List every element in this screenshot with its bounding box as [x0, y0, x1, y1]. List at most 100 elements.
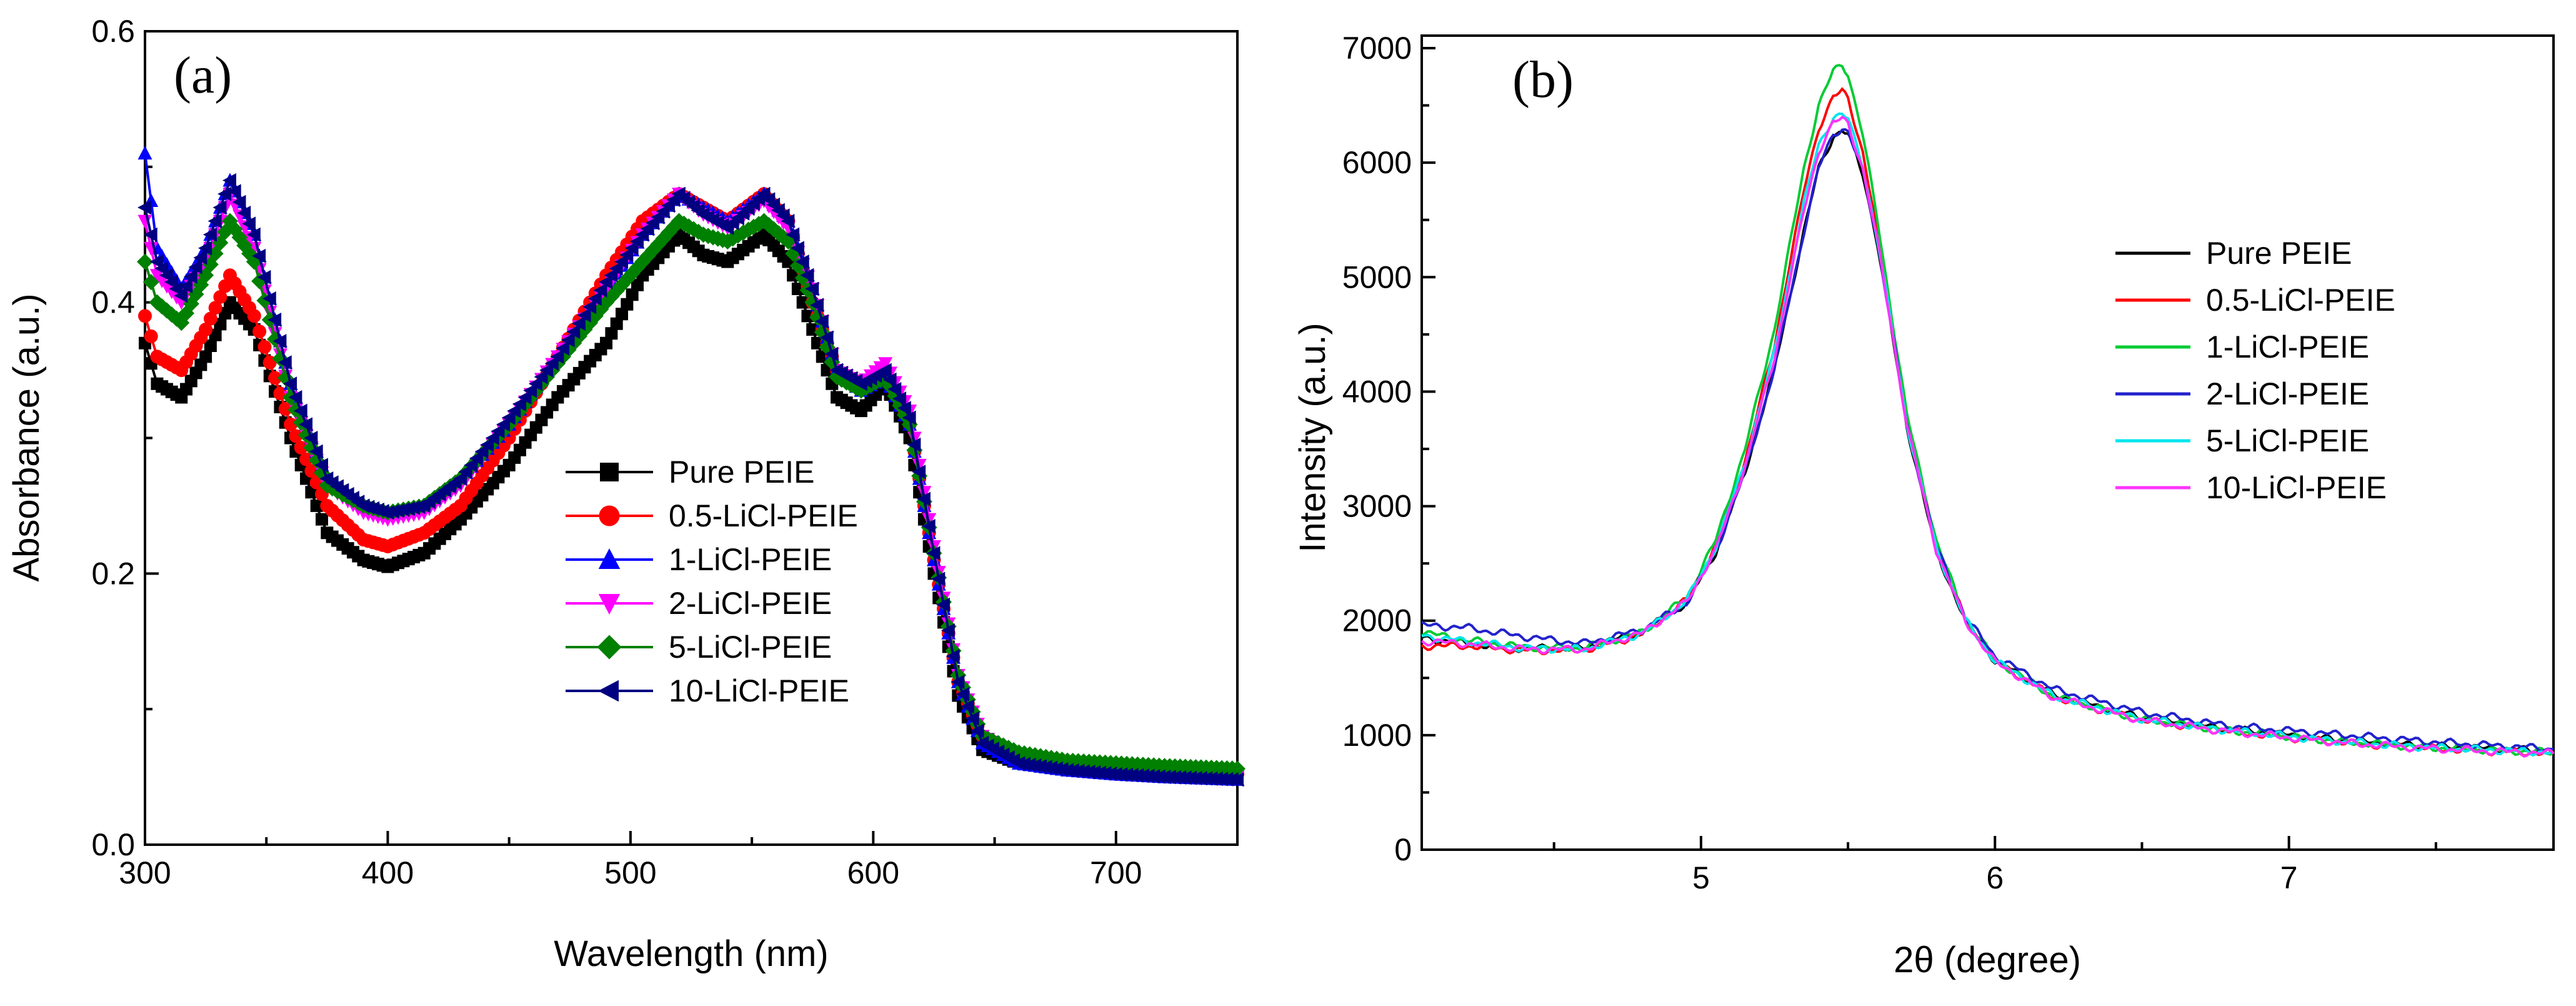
panel-a-data-point [304, 464, 319, 478]
panel-a-data-point [219, 307, 232, 320]
panel-a-data-point [824, 346, 839, 361]
panel-a-data-point [464, 458, 478, 473]
panel-a-data-point [214, 318, 227, 331]
panel-a-data-point [207, 214, 222, 229]
panel-b-y-tick-label: 1000 [1342, 718, 1412, 753]
panel-a-data-point [631, 278, 644, 291]
panel-a-data-point [902, 410, 916, 425]
panel-a-data-point [916, 491, 931, 506]
panel-b-series-line-0 [1421, 129, 2554, 755]
panel-a-data-point [485, 431, 499, 445]
panel-a-data-point [246, 227, 261, 242]
panel-a-data-point [164, 274, 178, 289]
panel-a-data-point [204, 340, 217, 353]
panel-a-data-point [452, 471, 467, 486]
panel-a-data-point [283, 376, 297, 391]
panel-b-y-tick-label: 3000 [1342, 489, 1412, 524]
panel-b-plot-frame [1420, 34, 2555, 851]
panel-a-legend-item: 10-LiCl-PEIE [566, 673, 849, 708]
panel-a-legend-marker [598, 594, 621, 615]
panel-a-data-point [202, 227, 217, 242]
panel-b-y-tick-label: 0 [1394, 832, 1412, 867]
panel-b-legend-item: 0.5-LiCl-PEIE [2115, 283, 2395, 318]
panel-a-data-point [316, 513, 329, 526]
panel-a-data-point [624, 241, 639, 256]
panel-a-data-point [882, 372, 897, 387]
panel-a-data-point [289, 429, 303, 443]
panel-b-legend-item: 10-LiCl-PEIE [2115, 470, 2387, 505]
panel-a-data-point [605, 327, 618, 340]
panel-a-x-axis-title: Wavelength (nm) [554, 933, 828, 974]
panel-a-data-point [458, 465, 472, 480]
panel-a-data-point [268, 371, 282, 385]
panel-a-data-point [501, 410, 516, 425]
panel-a-absorbance-chart: (a) Wavelength (nm) Absorbance (a.u.) 30… [6, 14, 1246, 974]
panel-a-y-axis-title: Absorbance (a.u.) [6, 293, 47, 581]
panel-a-data-point [877, 363, 892, 378]
panel-b-x-tick-label: 5 [1692, 860, 1710, 895]
panel-a-data-point [523, 383, 537, 398]
panel-a-legend: Pure PEIE 0.5-LiCl-PEIE 1-LiCl-PEIE 2-LiCl-… [566, 455, 858, 708]
panel-a-data-point [137, 200, 151, 215]
panel-b-x-tick-label: 6 [1986, 860, 2004, 895]
panel-a-label: (a) [174, 46, 232, 104]
panel-a-data-point [965, 711, 979, 726]
panel-a-data-point [786, 227, 800, 242]
panel-b-legend-item: 1-LiCl-PEIE [2115, 329, 2369, 365]
panel-a-data-point [305, 486, 318, 499]
panel-a-series-group [137, 146, 1246, 787]
panel-a-data-point [143, 227, 157, 242]
panel-a-data-point [277, 355, 292, 370]
panel-a-data-point [897, 401, 911, 416]
panel-a-data-point [278, 402, 292, 416]
panel-a-data-point [469, 451, 483, 466]
panel-a-data-point [960, 699, 974, 714]
panel-a-data-point [304, 431, 318, 445]
panel-a-data-point [781, 214, 795, 229]
panel-a-legend-marker [598, 548, 621, 569]
panel-b-intensity-chart: (b) 2θ (degree) Intensity (a.u.) 5 6 7 0 10… [1292, 31, 2555, 980]
panel-a-data-point [257, 269, 271, 284]
panel-a-data-point [582, 299, 597, 314]
panel-a-data-point [299, 417, 313, 432]
panel-a-data-point [209, 328, 222, 341]
panel-a-legend-label: 2-LiCl-PEIE [669, 586, 832, 621]
panel-a-data-point [941, 623, 955, 638]
panel-a-data-point [227, 184, 241, 199]
panel-a-data-point [796, 296, 809, 309]
panel-a-data-point [956, 687, 970, 702]
panel-a-data-point [213, 289, 227, 304]
panel-a-data-point [159, 268, 173, 283]
panel-a-y-tick-label: 0.6 [91, 14, 135, 49]
panel-a-data-point [144, 329, 158, 343]
panel-a-x-tick-label: 500 [604, 855, 656, 890]
panel-a-data-point [267, 313, 282, 328]
panel-a-data-point [593, 283, 607, 298]
panel-a-data-point [491, 424, 505, 439]
panel-a-data-point [262, 291, 276, 306]
panel-b-legend-label: 1-LiCl-PEIE [2206, 329, 2369, 365]
panel-a-legend-label: 0.5-LiCl-PEIE [669, 498, 858, 533]
panel-a-data-point [626, 288, 639, 301]
panel-a-data-point [284, 417, 298, 431]
panel-a-legend-marker [597, 635, 622, 660]
panel-b-legend-label: 0.5-LiCl-PEIE [2206, 283, 2395, 318]
panel-a-legend-item: 2-LiCl-PEIE [566, 586, 832, 621]
panel-a-data-point [203, 311, 217, 326]
panel-a-data-point [946, 649, 960, 664]
panel-a-data-point [604, 268, 618, 283]
panel-a-legend-item: 1-LiCl-PEIE [566, 542, 832, 577]
panel-a-data-point [887, 381, 902, 396]
panel-a-legend-marker [600, 463, 619, 481]
panel-a-data-point [208, 301, 222, 315]
panel-a-x-tick-label: 700 [1090, 855, 1142, 890]
panel-b-label: (b) [1512, 51, 1574, 109]
panel-a-data-point [193, 250, 207, 265]
panel-a-data-point [1230, 772, 1244, 787]
panel-a-data-point [299, 452, 314, 466]
panel-a-data-point [790, 241, 804, 256]
panel-a-data-point [926, 546, 941, 561]
panel-a-data-point [795, 254, 809, 269]
panel-a-data-point [252, 324, 267, 339]
